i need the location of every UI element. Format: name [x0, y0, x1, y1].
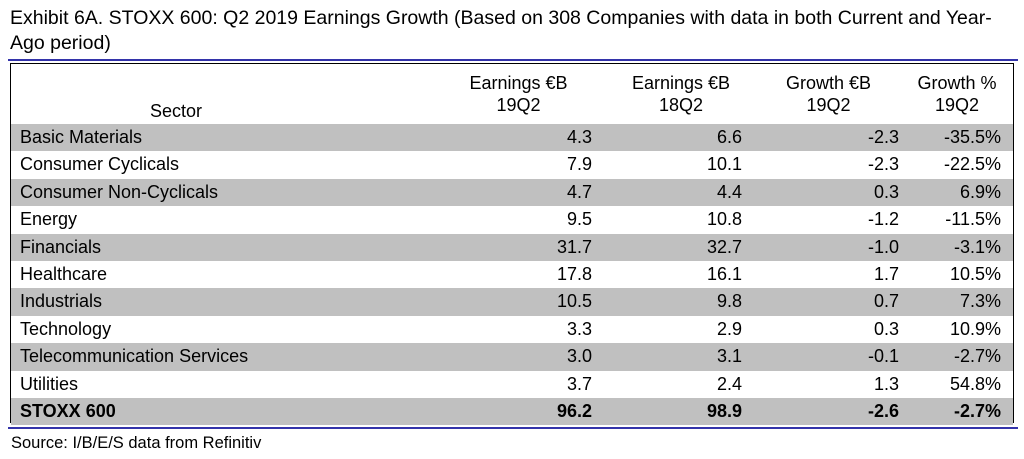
earnings-18q2-cell: 16.1: [706, 264, 742, 285]
earnings-18q2-cell: 9.8: [606, 288, 756, 316]
earnings-19q2-cell: 7.9: [566, 154, 592, 175]
growth-eur-cell: -1.2: [867, 209, 899, 230]
growth-eur-cell: -1.0: [756, 233, 901, 262]
earnings-19q2-cell: 9.5: [566, 209, 592, 230]
sector-name: Utilities: [20, 373, 79, 394]
sector-name: Consumer Non-Cyclicals: [11, 178, 431, 207]
earnings-19q2-cell: 10.5: [431, 288, 606, 316]
sector-name: Financials: [11, 233, 431, 262]
table-row: Utilities 3.7 2.4 1.3 54.8%: [11, 371, 1013, 398]
earnings-18q2-cell: 3.1: [606, 343, 756, 371]
header-earnings-18q2: Earnings €B 18Q2: [606, 64, 756, 124]
growth-eur-cell: -2.3: [867, 154, 899, 175]
sector-name: Industrials: [11, 288, 431, 316]
growth-pct-cell: -2.7%: [901, 343, 1013, 371]
header-line1: Earnings €B: [631, 73, 731, 93]
growth-pct-cell: -35.5%: [901, 124, 1013, 152]
sector-name: Basic Materials: [11, 124, 431, 152]
header-line2: 18Q2: [658, 95, 704, 115]
earnings-table: Sector Earnings €B 19Q2 Earnings €B 18Q2…: [11, 64, 1013, 426]
source-note: Source: I/B/E/S data from Refinitiv: [11, 434, 262, 452]
bottom-rule: [8, 427, 1018, 429]
growth-eur-cell: 1.3: [873, 373, 899, 394]
earnings-18q2-cell: 4.4: [606, 178, 756, 207]
growth-pct-cell: -22.5%: [943, 154, 1001, 175]
sector-name: Healthcare: [20, 264, 108, 285]
earnings-19q2-cell: 17.8: [556, 264, 592, 285]
table-row: Energy 9.5 10.8 -1.2 -11.5%: [11, 206, 1013, 233]
header-growth-pct: Growth % 19Q2: [901, 64, 1013, 124]
growth-pct-cell: 6.9%: [901, 178, 1013, 207]
header-growth-eur: Growth €B 19Q2: [756, 64, 901, 124]
sector-name: Energy: [20, 209, 78, 230]
table-row: Healthcare 17.8 16.1 1.7 10.5%: [11, 261, 1013, 288]
sector-name: Technology: [20, 318, 112, 339]
earnings-18q2-cell: 10.1: [706, 154, 742, 175]
table-row: Basic Materials 4.3 6.6 -2.3 -35.5%: [11, 124, 1013, 152]
header-line2: 19Q2: [806, 95, 851, 115]
growth-eur-cell: 0.7: [756, 288, 901, 316]
header-row: Sector Earnings €B 19Q2 Earnings €B 18Q2…: [11, 64, 1013, 124]
growth-pct-cell: 10.5%: [949, 264, 1001, 285]
header-line1: Earnings €B: [469, 73, 568, 93]
header-sector: Sector: [150, 101, 203, 121]
earnings-18q2-cell: 10.8: [706, 209, 742, 230]
table-row: Telecommunication Services 3.0 3.1 -0.1 …: [11, 343, 1013, 371]
sector-name: Telecommunication Services: [11, 343, 431, 371]
earnings-18q2-cell: 2.4: [716, 373, 742, 394]
table-row: Financials 31.7 32.7 -1.0 -3.1%: [11, 233, 1013, 262]
growth-eur-cell: 0.3: [873, 318, 899, 339]
earnings-18q2-cell: 2.9: [716, 318, 742, 339]
total-name: STOXX 600: [11, 398, 431, 426]
header-line2: 19Q2: [496, 95, 541, 115]
total-earnings-19q2: 96.2: [431, 398, 606, 426]
growth-pct-cell: 54.8%: [949, 373, 1001, 394]
growth-pct-cell: -11.5%: [945, 209, 1001, 230]
earnings-19q2-cell: 31.7: [431, 233, 606, 262]
earnings-19q2-cell: 3.3: [566, 318, 592, 339]
earnings-19q2-cell: 3.0: [431, 343, 606, 371]
earnings-19q2-cell: 3.7: [566, 373, 592, 394]
growth-pct-cell: 10.9%: [949, 318, 1001, 339]
growth-eur-cell: -0.1: [756, 343, 901, 371]
total-growth-eur: -2.6: [756, 398, 901, 426]
earnings-18q2-cell: 32.7: [606, 233, 756, 262]
table-row: Technology 3.3 2.9 0.3 10.9%: [11, 316, 1013, 343]
growth-pct-cell: 7.3%: [901, 288, 1013, 316]
total-row: STOXX 600 96.2 98.9 -2.6 -2.7%: [11, 398, 1013, 426]
header-line2: 19Q2: [934, 95, 980, 115]
earnings-19q2-cell: 4.7: [431, 178, 606, 207]
total-earnings-18q2: 98.9: [606, 398, 756, 426]
top-rule: [8, 59, 1018, 61]
growth-eur-cell: 0.3: [756, 178, 901, 207]
total-growth-pct: -2.7%: [901, 398, 1013, 426]
earnings-19q2-cell: 4.3: [431, 124, 606, 152]
header-earnings-19q2: Earnings €B 19Q2: [431, 64, 606, 124]
growth-eur-cell: -2.3: [756, 124, 901, 152]
header-line1: Growth %: [917, 73, 997, 93]
header-line1: Growth €B: [785, 73, 872, 93]
sector-name: Consumer Cyclicals: [20, 154, 180, 175]
earnings-18q2-cell: 6.6: [606, 124, 756, 152]
table-row: Industrials 10.5 9.8 0.7 7.3%: [11, 288, 1013, 316]
growth-pct-cell: -3.1%: [901, 233, 1013, 262]
table-row: Consumer Non-Cyclicals 4.7 4.4 0.3 6.9%: [11, 178, 1013, 207]
growth-eur-cell: 1.7: [873, 264, 899, 285]
table-row: Consumer Cyclicals 7.9 10.1 -2.3 -22.5%: [11, 151, 1013, 178]
exhibit-title: Exhibit 6A. STOXX 600: Q2 2019 Earnings …: [10, 7, 992, 54]
